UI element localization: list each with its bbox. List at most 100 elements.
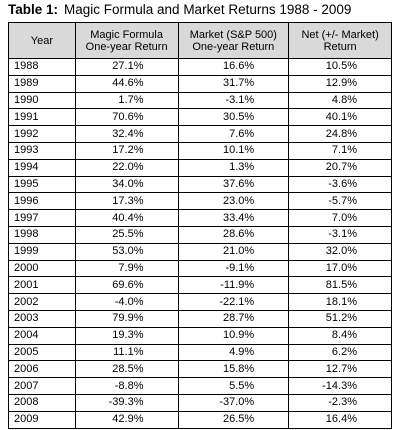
returns-table: Year Magic Formula One-year Return Market (… [8,22,392,429]
table-row: 1992 32.4% 7.6% 24.8% [8,125,392,143]
year-cell: 1996 [8,192,76,211]
header-text: Market (S&P 500) [189,28,277,41]
return-cell: 17.0% [288,259,392,278]
return-cell: 12.9% [288,74,392,93]
year-cell: 1994 [8,158,76,177]
title-label: Table 1: [8,2,59,17]
year-cell: 1990 [8,91,76,110]
year-cell: 1988 [8,58,76,76]
return-cell: -4.0% [74,293,179,311]
year-cell: 1997 [8,209,76,227]
return-cell: 4.9% [177,343,290,362]
return-cell: 30.5% [177,108,290,127]
return-cell: 31.7% [177,74,290,93]
header-cell: Net (+/- Market) Return [288,22,392,59]
return-cell: 16.6% [177,58,290,76]
table-row: 1996 17.3% 23.0% -5.7% [8,192,392,211]
table-row: 1994 22.0% 1.3% 20.7% [8,158,392,177]
year-cell: 2005 [8,343,76,362]
table-row: 1990 1.7% -3.1% 4.8% [8,91,392,110]
return-cell: 69.6% [74,276,179,295]
table-body: 1988 27.1% 16.6% 10.5% 1989 44.6% 31.7% 12.9% 19… [8,58,392,429]
return-cell: -22.1% [177,293,290,311]
return-cell: 8.4% [288,326,392,345]
return-cell: -8.8% [74,377,179,395]
header-row: Year Magic Formula One-year Return Market (… [8,22,392,59]
table-row: 2002 -4.0% -22.1% 18.1% [8,293,392,311]
return-cell: -2.3% [288,393,392,412]
return-cell: 28.7% [177,309,290,328]
title-text: Magic Formula and Market Returns 1988 - … [64,2,352,17]
return-cell: -3.1% [177,91,290,110]
table-row: 2001 69.6% -11.9% 81.5% [8,276,392,295]
year-cell: 2000 [8,259,76,278]
return-cell: 26.5% [177,410,290,429]
return-cell: 18.1% [288,293,392,311]
header-text: Return [323,40,357,53]
year-cell: 1999 [8,242,76,261]
table-row: 1993 17.2% 10.1% 7.1% [8,141,392,160]
return-cell: -11.9% [177,276,290,295]
header-text: One-year Return [192,40,275,53]
return-cell: 24.8% [288,125,392,143]
table-row: 1995 34.0% 37.6% -3.6% [8,175,392,194]
table-row: 2004 19.3% 10.9% 8.4% [8,326,392,345]
return-cell: 40.1% [288,108,392,127]
table-row: 2009 42.9% 26.5% 16.4% [8,410,392,429]
year-cell: 2008 [8,393,76,412]
return-cell: 20.7% [288,158,392,177]
header-cell: Market (S&P 500) One-year Return [177,22,290,59]
year-cell: 2004 [8,326,76,345]
return-cell: 15.8% [177,360,290,379]
return-cell: 37.6% [177,175,290,194]
return-cell: 7.1% [288,141,392,160]
return-cell: 42.9% [74,410,179,429]
table-row: 1997 40.4% 33.4% 7.0% [8,209,392,227]
table-row: 1991 70.6% 30.5% 40.1% [8,108,392,127]
return-cell: 28.5% [74,360,179,379]
return-cell: 32.4% [74,125,179,143]
year-cell: 1989 [8,74,76,93]
year-cell: 1995 [8,175,76,194]
table-row: 2000 7.9% -9.1% 17.0% [8,259,392,278]
return-cell: 10.1% [177,141,290,160]
header-cell: Year [8,22,76,59]
year-cell: 1998 [8,225,76,244]
year-cell: 2009 [8,410,76,429]
table-row: 2006 28.5% 15.8% 12.7% [8,360,392,379]
return-cell: 1.3% [177,158,290,177]
return-cell: 17.2% [74,141,179,160]
header-text: Net (+/- Market) [301,28,379,41]
return-cell: 33.4% [177,209,290,227]
return-cell: 27.1% [74,58,179,76]
return-cell: 81.5% [288,276,392,295]
table-row: 2007 -8.8% 5.5% -14.3% [8,377,392,395]
return-cell: 6.2% [288,343,392,362]
table-row: 2005 11.1% 4.9% 6.2% [8,343,392,362]
return-cell: 70.6% [74,108,179,127]
return-cell: -39.3% [74,393,179,412]
return-cell: 28.6% [177,225,290,244]
table-row: 2003 79.9% 28.7% 51.2% [8,309,392,328]
table-row: 1998 25.5% 28.6% -3.1% [8,225,392,244]
year-cell: 1993 [8,141,76,160]
return-cell: 32.0% [288,242,392,261]
return-cell: 40.4% [74,209,179,227]
table-row: 2008 -39.3% -37.0% -2.3% [8,393,392,412]
year-cell: 2007 [8,377,76,395]
return-cell: 16.4% [288,410,392,429]
year-cell: 2003 [8,309,76,328]
return-cell: 21.0% [177,242,290,261]
return-cell: 1.7% [74,91,179,110]
return-cell: 7.0% [288,209,392,227]
year-cell: 2002 [8,293,76,311]
year-cell: 2001 [8,276,76,295]
return-cell: -37.0% [177,393,290,412]
year-cell: 1991 [8,108,76,127]
return-cell: 10.9% [177,326,290,345]
return-cell: 4.8% [288,91,392,110]
return-cell: 7.6% [177,125,290,143]
return-cell: 10.5% [288,58,392,76]
return-cell: 25.5% [74,225,179,244]
